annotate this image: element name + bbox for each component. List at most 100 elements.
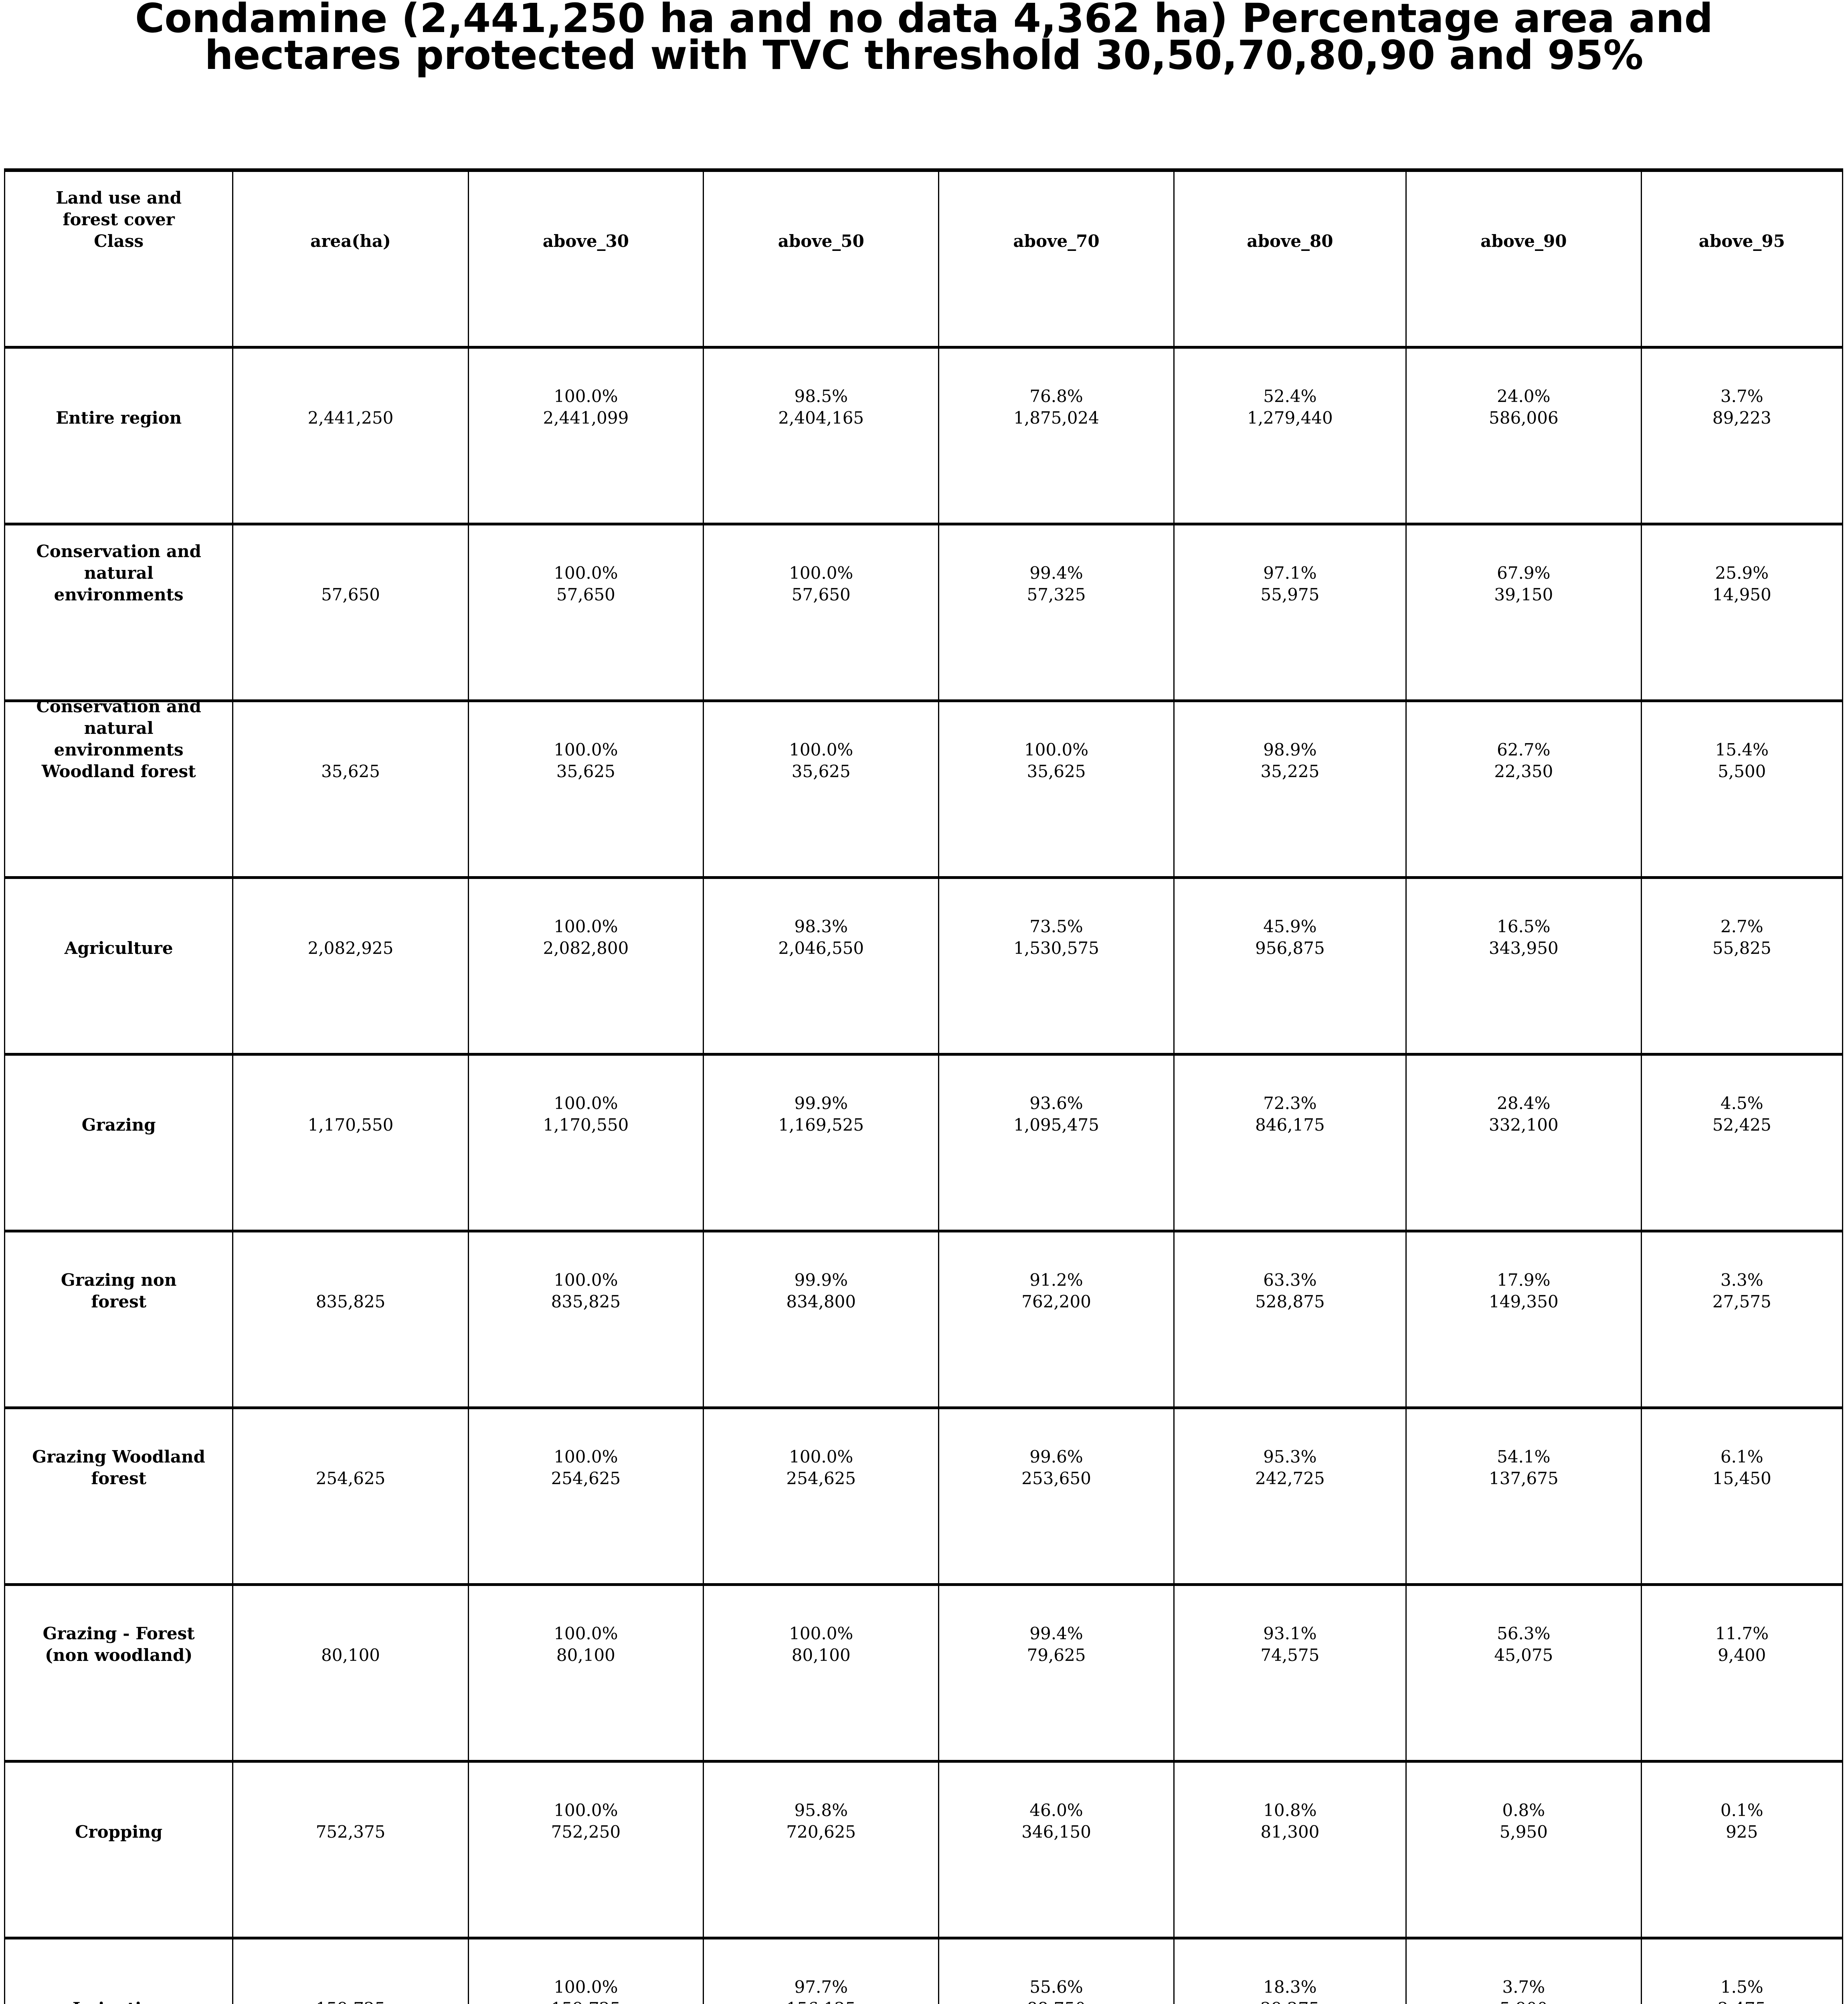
data-cell-box: 100.0% 752,250	[551, 1763, 621, 1843]
pct-value: 98.9%	[1263, 740, 1317, 760]
data-cell: 1.5%2,475	[1642, 1939, 1842, 2004]
col-header-5: above_80	[1174, 172, 1407, 349]
ha-value: 1,170,550	[543, 1115, 629, 1135]
ha-value: 35,225	[1260, 762, 1320, 781]
data-cell: 15.4% 5,500	[1642, 702, 1842, 879]
data-cell: 100.0% 80,100	[704, 1586, 940, 1763]
page-title: Condamine (2,441,250 ha and no data 4,36…	[135, 0, 1713, 79]
area-value: 80,100	[321, 1645, 380, 1665]
col-header-text: above_80	[1247, 231, 1333, 251]
data-cell-box: 97.1% 55,975	[1261, 525, 1320, 606]
data-cell-box: 99.4% 79,625	[1027, 1586, 1086, 1666]
data-cell: 67.9% 39,150	[1407, 525, 1642, 702]
col-header-3: above_50	[704, 172, 940, 349]
ha-value: 80,100	[556, 1645, 615, 1665]
data-cell-box: 100.0% 35,625	[1024, 702, 1088, 782]
ha-value: 88,750	[1027, 1998, 1086, 2004]
data-cell-box: 98.9% 35,225	[1261, 702, 1320, 782]
pct-value: 100.0%	[789, 1447, 853, 1467]
pct-value: 100.0%	[554, 1977, 618, 1997]
pct-value: 100.0%	[554, 1624, 618, 1643]
data-cell-box: 16.5% 343,950	[1489, 879, 1559, 959]
ha-value: 332,100	[1489, 1115, 1559, 1135]
pct-value: 100.0%	[554, 1800, 618, 1820]
col-header-4: above_70	[939, 172, 1175, 349]
data-cell-box: 100.0% 254,625	[786, 1409, 856, 1489]
ha-value: 752,250	[551, 1822, 621, 1842]
area-cell: 752,375	[233, 1763, 469, 1939]
ha-value: 22,350	[1494, 762, 1553, 781]
ha-value: 254,625	[786, 1469, 856, 1488]
ha-value: 835,825	[551, 1292, 621, 1311]
col-header-7: above_95	[1642, 172, 1842, 349]
area-box: 80,100	[321, 1586, 380, 1666]
col-header-box: area(ha)	[310, 172, 391, 252]
pct-value: 62.7%	[1497, 740, 1551, 760]
pct-value: 98.5%	[794, 386, 848, 406]
pct-value: 99.6%	[1029, 1447, 1083, 1467]
pct-value: 1.5%	[1720, 1977, 1763, 1997]
data-cell-box: 15.4% 5,500	[1715, 702, 1769, 782]
pct-value: 98.3%	[794, 917, 848, 936]
data-cell-box: 10.8% 81,300	[1261, 1763, 1320, 1843]
col-header-box: above_95	[1699, 172, 1785, 252]
ha-value: 5,900	[1500, 1998, 1548, 2004]
data-cell-box: 0.1% 925	[1721, 1763, 1763, 1843]
ha-value: 1,875,024	[1013, 408, 1100, 428]
pct-value: 16.5%	[1497, 917, 1551, 936]
ha-value: 2,046,550	[778, 938, 864, 958]
data-cell-box: 3.3% 27,575	[1713, 1232, 1771, 1313]
ha-value: 1,279,440	[1247, 408, 1333, 428]
row-label-text: Agriculture	[64, 938, 173, 958]
ha-value: 242,725	[1255, 1469, 1325, 1488]
ha-value: 55,825	[1712, 938, 1771, 958]
data-cell: 45.9% 956,875	[1174, 879, 1407, 1056]
data-cell: 3.7%5,900	[1407, 1939, 1642, 2004]
col-header-box: above_30	[543, 172, 629, 252]
ha-value: 15,450	[1712, 1469, 1771, 1488]
col-header-0: Land use and forest cover Class	[5, 172, 234, 349]
data-cell-box: 4.5% 52,425	[1713, 1056, 1771, 1136]
ha-value: 29,275	[1261, 1998, 1320, 2004]
data-cell-box: 99.9% 834,800	[786, 1232, 856, 1313]
data-cell: 91.2% 762,200	[939, 1232, 1175, 1409]
data-cell: 100.0%159,725	[469, 1939, 704, 2004]
pct-value: 15.4%	[1715, 740, 1769, 760]
row-label-box: Irrigation	[73, 1939, 165, 2004]
ha-value: 79,625	[1027, 1645, 1086, 1665]
data-cell-box: 100.0%159,725	[551, 1939, 621, 2004]
data-cell: 6.1% 15,450	[1642, 1409, 1842, 1586]
row-label-text: Cropping	[75, 1822, 163, 1842]
row-label-box: Conservation and natural environments	[36, 525, 201, 606]
pct-value: 100.0%	[789, 740, 853, 760]
row-label-box: Conservation and natural environments Wo…	[36, 697, 201, 782]
data-cell-box: 2.7% 55,825	[1713, 879, 1771, 959]
data-cell: 100.0% 1,170,550	[469, 1056, 704, 1232]
row-label-text: Irrigation	[73, 1998, 165, 2004]
data-cell-box: 99.6% 253,650	[1021, 1409, 1091, 1489]
data-cell: 93.1% 74,575	[1174, 1586, 1407, 1763]
pct-value: 97.7%	[794, 1977, 848, 1997]
data-cell: 99.9% 1,169,525	[704, 1056, 940, 1232]
ha-value: 956,875	[1255, 938, 1325, 958]
pct-value: 100.0%	[554, 1093, 618, 1113]
data-cell: 62.7% 22,350	[1407, 702, 1642, 879]
row-label-box: Agriculture	[65, 879, 173, 959]
col-header-box: above_70	[1013, 172, 1100, 252]
data-cell: 100.0% 254,625	[704, 1409, 940, 1586]
pct-value: 18.3%	[1263, 1977, 1317, 1997]
data-cell-box: 28.4% 332,100	[1489, 1056, 1559, 1136]
data-cell-box: 3.7%5,900	[1500, 1939, 1548, 2004]
col-header-text: above_50	[778, 231, 864, 251]
data-cell: 100.0% 35,625	[939, 702, 1175, 879]
data-cell-box: 45.9% 956,875	[1255, 879, 1325, 959]
pct-value: 100.0%	[554, 386, 618, 406]
row-label: Conservation and natural environments	[5, 525, 234, 702]
data-cell: 2.7% 55,825	[1642, 879, 1842, 1056]
pct-value: 3.3%	[1720, 1270, 1763, 1290]
pct-value: 28.4%	[1497, 1093, 1551, 1113]
col-header-text: above_70	[1013, 231, 1100, 251]
ha-value: 2,475	[1718, 1998, 1766, 2004]
area-box: 752,375	[316, 1763, 386, 1843]
data-cell: 63.3% 528,875	[1174, 1232, 1407, 1409]
